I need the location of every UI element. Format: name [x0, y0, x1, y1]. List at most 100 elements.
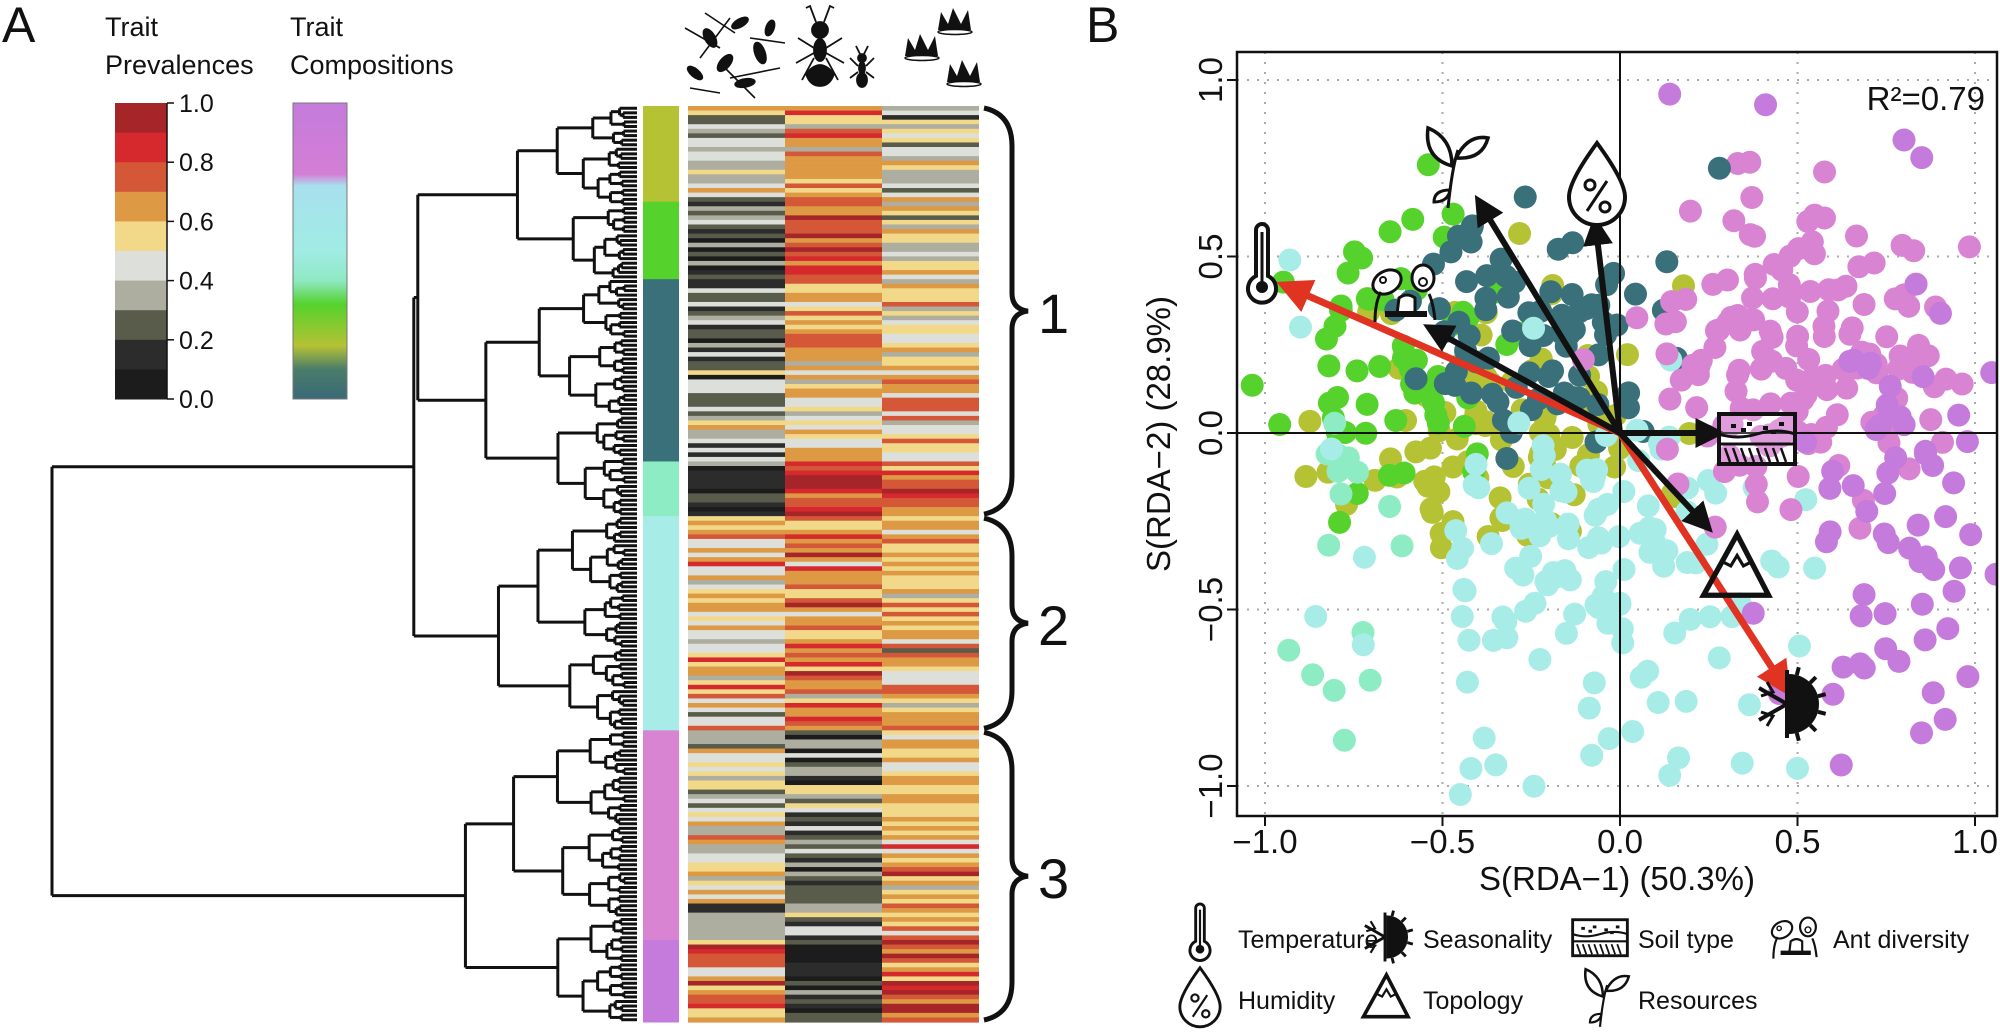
heatmap-cell	[882, 137, 979, 144]
scatter-point-cluster-2-cyan	[1803, 556, 1827, 580]
scatter-point-cluster-2-cyan	[1537, 515, 1561, 539]
scatter-point-cluster-1-olive	[1294, 465, 1318, 489]
heatmap-cell	[785, 169, 882, 175]
scatter-point-cluster-1-teal	[1496, 285, 1520, 309]
heatmap-cell	[882, 525, 979, 531]
heatmap-cell	[882, 156, 979, 162]
scatter-point-cluster-1-teal	[1550, 303, 1574, 327]
heatmap-cell	[882, 356, 979, 362]
heatmap-cell	[882, 980, 979, 987]
heatmap-cell	[882, 1008, 979, 1014]
heatmap-cell	[785, 192, 882, 198]
heatmap-cell	[688, 1008, 785, 1014]
x-axis-label: S(RDA−1) (50.3%)	[1479, 860, 1755, 897]
heatmap-cell	[688, 953, 785, 959]
heatmap-cell	[688, 210, 785, 216]
scatter-point-cluster-1-teal	[1655, 250, 1679, 274]
scatter-point-cluster-3-purple	[1910, 721, 1934, 745]
scatter-point-cluster-2-cyan	[1352, 545, 1376, 569]
heatmap-cell	[785, 826, 882, 832]
heatmap-cell	[882, 762, 979, 768]
scatter-point-cluster-3-pink	[1625, 306, 1649, 330]
scatter-point-cluster-1-teal	[1546, 237, 1570, 261]
heatmap-cell	[688, 507, 785, 513]
heatmap-cell	[785, 775, 882, 782]
thermometer-icon	[1246, 222, 1278, 305]
heatmap-cell	[688, 980, 785, 987]
scatter-point-cluster-2-cyan	[1698, 605, 1722, 629]
heatmap-cell	[882, 616, 979, 622]
heatmap-cell	[785, 971, 882, 978]
heatmap-cell	[785, 807, 882, 813]
heatmap-cell	[882, 174, 979, 180]
scatter-point	[1289, 315, 1312, 339]
heatmap-cell	[688, 242, 785, 248]
heatmap-cell	[688, 425, 785, 431]
scatter-point-cluster-3-purple	[1942, 471, 1966, 495]
scatter-point-cluster-3-pink	[1695, 424, 1719, 448]
scatter-point-cluster-3-pink	[1744, 472, 1768, 496]
heatmap-cell	[688, 707, 785, 713]
scatter-point-cluster-1-teal	[1617, 381, 1641, 405]
heatmap-cell	[785, 443, 882, 449]
heatmap-cell	[785, 1008, 882, 1014]
heatmap-cell	[688, 238, 785, 244]
scatter-point-cluster-2-mint	[1358, 668, 1382, 692]
heatmap-cell	[882, 379, 979, 385]
heatmap-cell	[688, 383, 785, 390]
heatmap-cell	[688, 301, 785, 308]
heatmap-cell	[688, 342, 785, 349]
heatmap-cell	[785, 926, 882, 932]
scatter-point-cluster-3-pink	[1738, 223, 1762, 247]
scatter-point-cluster-3-purple	[1913, 628, 1937, 652]
heatmap-cell	[688, 616, 785, 622]
legend-label: Seasonality	[1423, 926, 1553, 954]
scatter-point-cluster-2-mint	[1317, 533, 1341, 557]
heatmap-cell	[882, 534, 979, 540]
heatmap-cell	[688, 584, 785, 590]
scatter-point-cluster-2-cyan	[1517, 476, 1541, 500]
mountain-icon	[1360, 971, 1411, 1019]
heatmap-cell	[785, 570, 882, 576]
heatmap-cell	[785, 493, 882, 499]
scatter-point-cluster-1-teal	[1459, 381, 1483, 405]
heatmap-cell	[882, 725, 979, 731]
scatter-point-cluster-3-purple	[1849, 604, 1873, 628]
scatter-point-cluster-2-cyan	[1582, 671, 1606, 695]
composition-legend-title-1: Trait	[290, 12, 343, 42]
heatmap-cell	[785, 333, 882, 340]
heatmap-cell	[688, 119, 785, 125]
heatmap-cell	[882, 374, 979, 381]
composition-block	[643, 201, 679, 280]
heatmap-cell	[688, 908, 785, 914]
heatmap-cell	[785, 361, 882, 367]
heatmap-cell	[882, 593, 979, 599]
heatmap-cell	[688, 265, 785, 271]
scatter-point-cluster-3-purple	[1934, 505, 1958, 529]
heatmap-cell	[882, 835, 979, 841]
scatter-point-cluster-1-green	[1345, 481, 1369, 505]
heatmap-cell	[882, 229, 979, 235]
prevalence-step	[115, 369, 167, 400]
legend-item: Humidity	[1178, 965, 1336, 1029]
heatmap-cell	[688, 871, 785, 877]
cluster-brace	[983, 729, 1029, 1023]
heatmap-cell	[785, 798, 882, 804]
heatmap-cell	[688, 876, 785, 882]
heatmap-cell	[688, 260, 785, 267]
heatmap-cell	[688, 867, 785, 873]
scatter-point-cluster-3-purple	[1831, 655, 1855, 679]
panel-b-label: B	[1086, 0, 1119, 53]
humidity-drop-icon	[1566, 139, 1628, 227]
heatmap-cell	[882, 908, 979, 914]
heatmap-cell	[785, 497, 882, 504]
heatmap-cell	[785, 147, 882, 153]
scatter-point-cluster-3-purple	[1818, 476, 1842, 500]
scatter-point-cluster-1-green	[1368, 355, 1392, 379]
heatmap-cell	[785, 725, 882, 731]
scatter-point-cluster-2-cyan	[1652, 554, 1676, 578]
heatmap-cell	[785, 985, 882, 991]
heatmap-cell	[785, 589, 882, 595]
heatmap-cell	[785, 156, 882, 162]
scatter-point-cluster-3-purple	[1904, 272, 1928, 296]
